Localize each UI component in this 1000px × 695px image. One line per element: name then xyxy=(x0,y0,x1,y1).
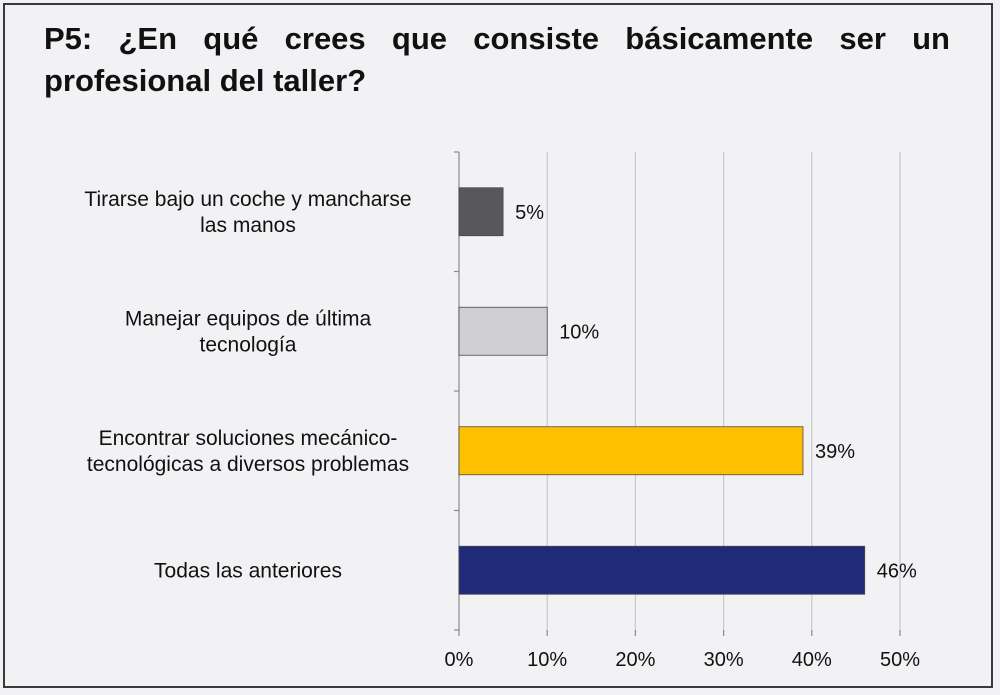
category-label: Encontrar soluciones mecánico- xyxy=(99,427,398,450)
category-label: Tirarse bajo un coche y mancharse xyxy=(84,188,411,211)
category-label: tecnológicas a diversos problemas xyxy=(87,453,409,476)
category-label: Manejar equipos de última xyxy=(125,307,372,330)
x-tick-label: 30% xyxy=(704,649,744,671)
bar-3 xyxy=(458,426,804,476)
category-label: Todas las anteriores xyxy=(154,559,342,582)
value-label: 10% xyxy=(559,321,599,343)
value-label: 39% xyxy=(815,441,855,463)
value-label: 5% xyxy=(515,202,544,224)
category-label: tecnología xyxy=(200,333,297,356)
bar-4 xyxy=(458,545,866,595)
bar-1 xyxy=(458,187,504,237)
bar-2 xyxy=(458,306,548,356)
value-label: 46% xyxy=(877,560,917,582)
category-label: las manos xyxy=(200,214,296,237)
chart-title: P5: ¿En qué crees que consiste básicamen… xyxy=(44,21,950,98)
x-tick-label: 10% xyxy=(527,649,567,671)
x-tick-label: 0% xyxy=(445,649,474,671)
x-tick-label: 50% xyxy=(880,649,920,671)
x-tick-label: 40% xyxy=(792,649,832,671)
x-tick-label: 20% xyxy=(615,649,655,671)
